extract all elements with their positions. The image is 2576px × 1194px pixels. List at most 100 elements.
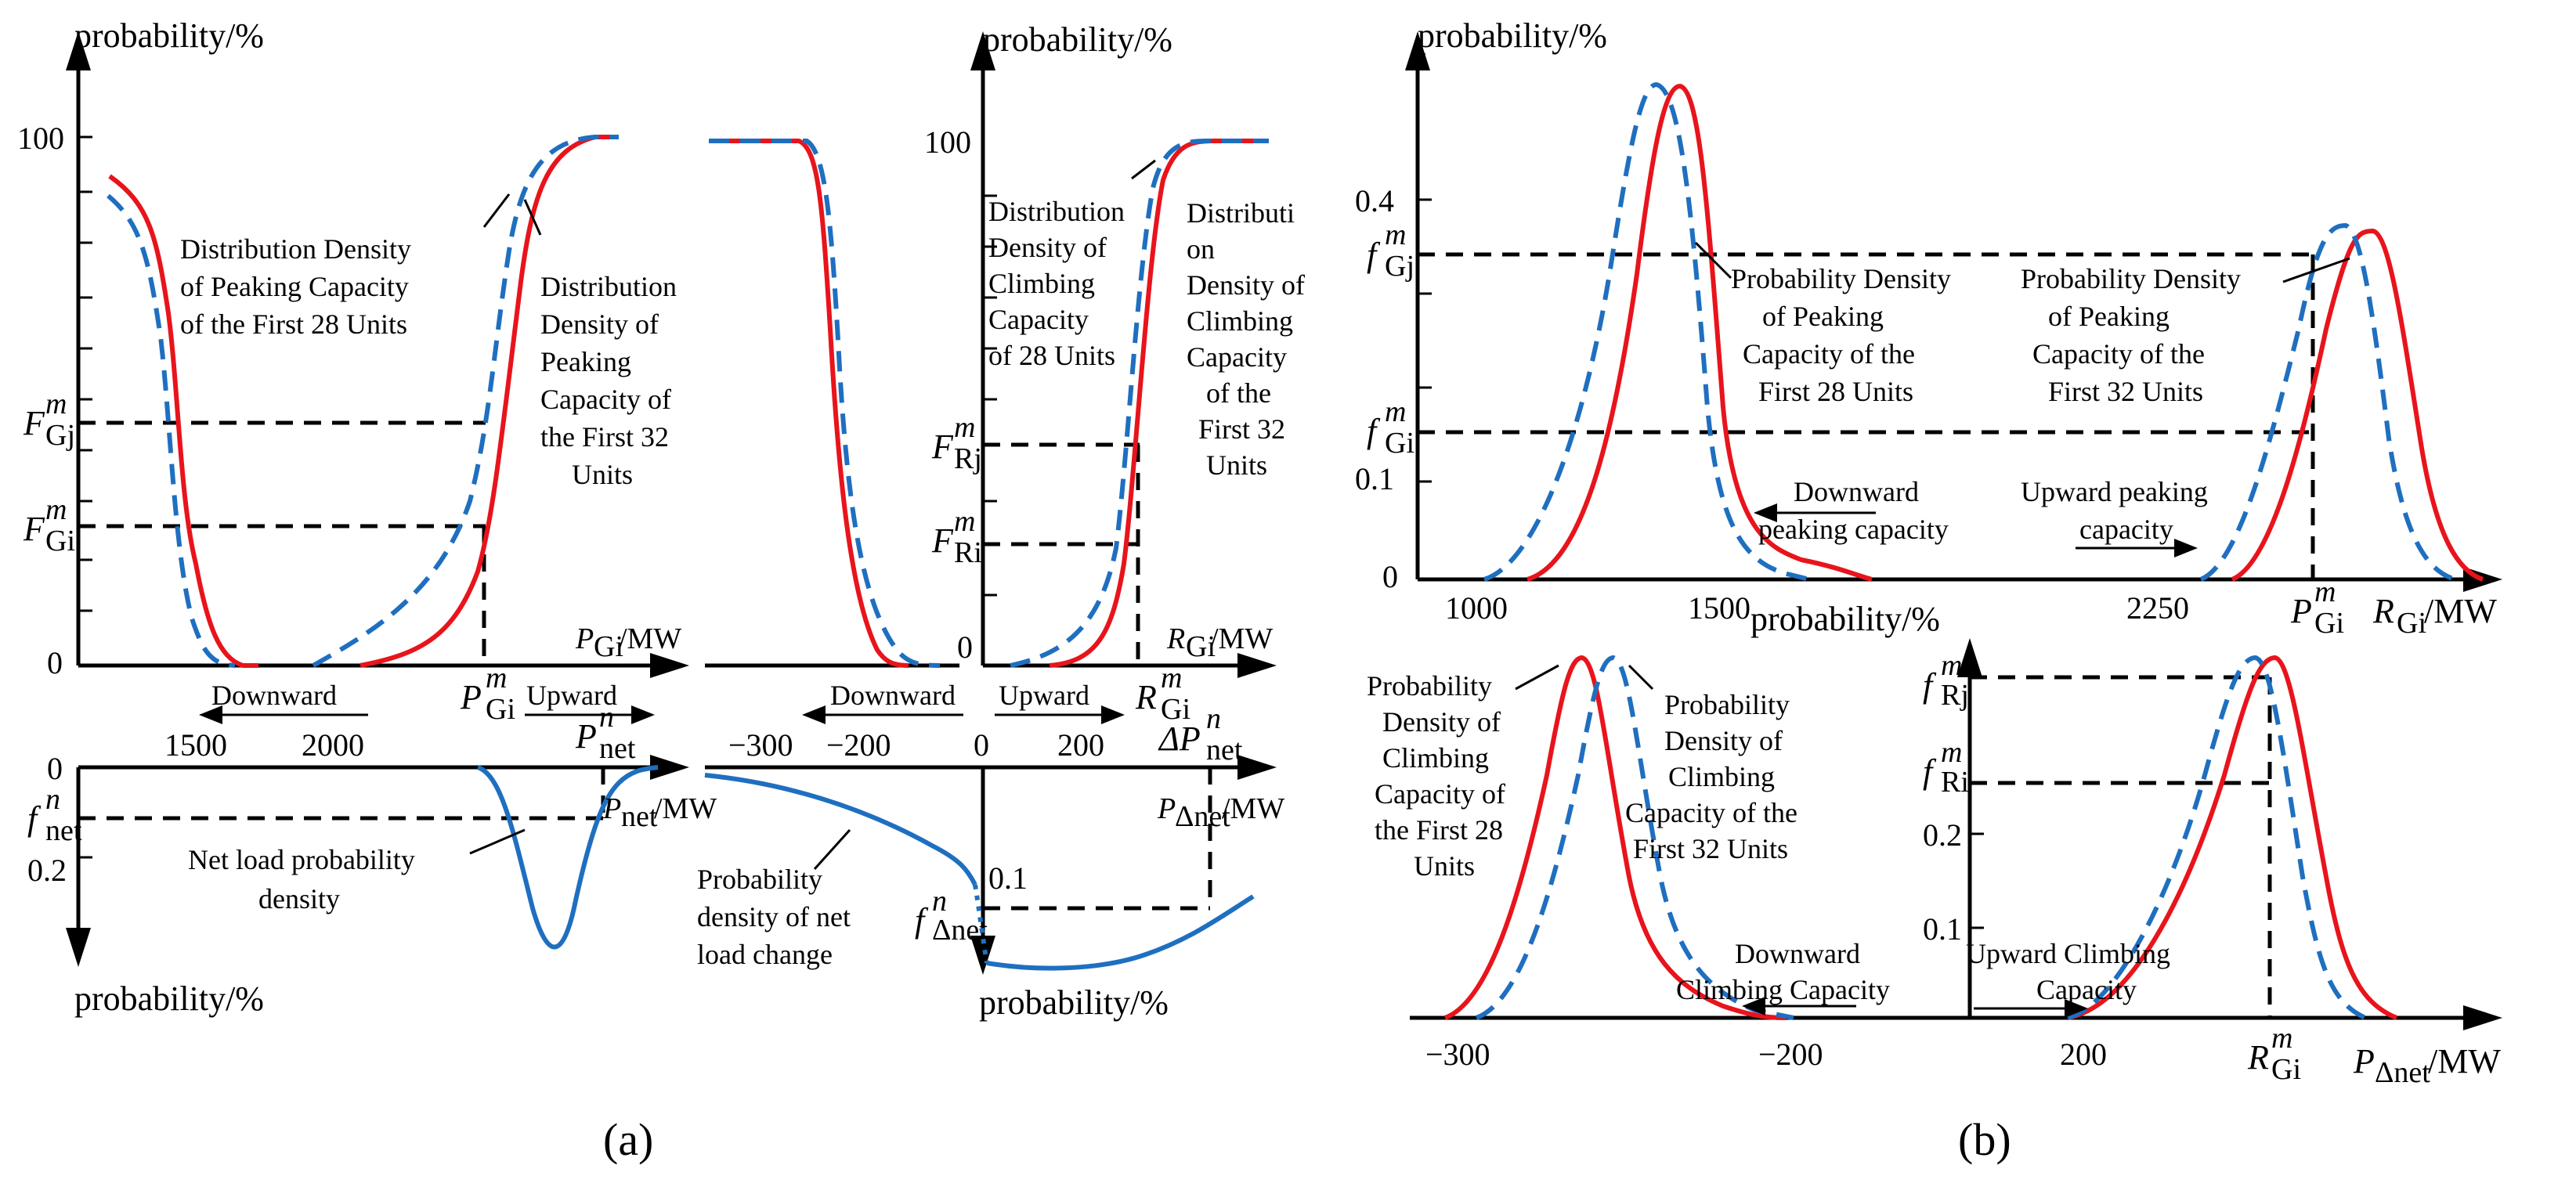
annotation-peak28: Probability Density of Peaking Capacity … <box>1731 263 1951 407</box>
svg-text:First 32 Units: First 32 Units <box>1633 833 1788 864</box>
curve-28-units-left-blue <box>107 193 236 668</box>
x-axis-arrow <box>1237 755 1277 780</box>
svg-text:P: P <box>575 717 597 756</box>
svg-text:Gj: Gj <box>1385 250 1414 283</box>
tick-0.2: 0.2 <box>1923 817 1962 853</box>
svg-text:m: m <box>486 662 507 694</box>
tick-0: 0 <box>1382 559 1398 594</box>
svg-text:Net load probability: Net load probability <box>188 844 415 875</box>
svg-text:f: f <box>1923 752 1937 791</box>
svg-text:First 28 Units: First 28 Units <box>1758 376 1913 407</box>
svg-text:of the: of the <box>1206 377 1271 409</box>
tick-0: 0 <box>47 645 63 680</box>
RGi-m-label: R m Gi <box>2247 1022 2301 1086</box>
svg-text:Ri: Ri <box>954 536 982 569</box>
annotation-curve28: Distribution Density of Peaking Capacity… <box>180 233 411 340</box>
svg-text:capacity: capacity <box>2079 514 2173 545</box>
curve-28-units-left <box>108 174 258 668</box>
x-unit-Pnet: P net /MW <box>602 792 717 833</box>
svg-text:n: n <box>1206 702 1221 735</box>
Pnet-n-label: P n net <box>575 701 636 765</box>
svg-text:ΔP: ΔP <box>1158 720 1201 758</box>
svg-text:/MW: /MW <box>1222 792 1284 825</box>
y-axis-label: probability/% <box>74 16 264 55</box>
y-axis-label: probability/% <box>74 979 264 1018</box>
RGi-m-label: R m Gi <box>1135 662 1190 726</box>
svg-text:Capacity of: Capacity of <box>540 384 671 415</box>
y-minor-ticks <box>1418 198 1432 483</box>
x-unit-RGi: R Gi /MW <box>1166 622 1273 663</box>
svg-text:the First 32: the First 32 <box>540 421 669 453</box>
svg-text:Capacity of the: Capacity of the <box>1743 338 1915 370</box>
annotation-climb28: Distribution Density of Climbing Capacit… <box>988 196 1125 371</box>
tick-0: 0 <box>957 629 973 665</box>
svg-text:F: F <box>23 404 45 442</box>
svg-text:Capacity: Capacity <box>2036 974 2137 1005</box>
svg-text:density of net: density of net <box>697 901 851 932</box>
peak-32-red <box>2231 228 2484 582</box>
tick-0.1: 0.1 <box>988 860 1028 896</box>
svg-text:Gi: Gi <box>2314 607 2344 640</box>
downward-label: Downward <box>830 680 956 711</box>
svg-text:f: f <box>1367 412 1381 450</box>
svg-text:m: m <box>2314 575 2336 608</box>
svg-text:R: R <box>2372 592 2394 630</box>
svg-text:m: m <box>1161 662 1182 694</box>
leader-climb-right <box>1628 664 1654 691</box>
f-Rj-label: f m Rj <box>1923 649 1969 712</box>
svg-text:Gi: Gi <box>2271 1053 2301 1086</box>
climb-right-blue <box>2067 655 2367 1020</box>
svg-text:P: P <box>1157 792 1176 825</box>
svg-text:f: f <box>1367 236 1381 274</box>
svg-text:First 32: First 32 <box>1198 413 1285 445</box>
svg-text:peaking capacity: peaking capacity <box>1758 514 1949 545</box>
x-unit-Pdnet: P Δnet /MW <box>2353 1042 2501 1089</box>
tick-minus300: −300 <box>1425 1037 1490 1072</box>
y-axis-label: probability/% <box>979 983 1169 1022</box>
svg-text:m: m <box>954 505 975 538</box>
svg-text:First 32 Units: First 32 Units <box>2048 376 2203 407</box>
leader-net-change <box>813 828 851 871</box>
F-Ri-label: F m Ri <box>931 505 982 569</box>
tick-minus200: −200 <box>826 727 891 763</box>
tick-100: 100 <box>924 124 971 160</box>
annotation-downward-peaking: Downward peaking capacity <box>1758 476 1949 545</box>
climb-right-red <box>2067 655 2398 1020</box>
svg-text:of Peaking Capacity: of Peaking Capacity <box>180 271 409 302</box>
y-minor-ticks <box>983 194 997 597</box>
peak-32-blue <box>2199 222 2456 582</box>
svg-text:f: f <box>27 799 42 838</box>
svg-text:Δnet: Δnet <box>2375 1056 2430 1089</box>
F-Gi-label: F m Gi <box>23 493 75 557</box>
svg-text:Upward peaking: Upward peaking <box>2021 476 2208 507</box>
tick-0-x: 0 <box>974 727 989 763</box>
x-axis-arrow <box>650 755 689 780</box>
svg-text:Downward: Downward <box>1794 476 1919 507</box>
svg-text:m: m <box>45 493 67 526</box>
svg-text:m: m <box>954 411 975 444</box>
svg-text:the First 28: the First 28 <box>1375 814 1503 846</box>
svg-text:f: f <box>1923 666 1937 705</box>
svg-text:Upward Climbing: Upward Climbing <box>1966 938 2170 969</box>
svg-text:P: P <box>2290 592 2312 630</box>
svg-text:Climbing Capacity: Climbing Capacity <box>1676 974 1890 1005</box>
peak-28-red <box>1526 83 1873 582</box>
svg-text:Gi: Gi <box>486 693 515 726</box>
tick-0: 0 <box>47 751 63 786</box>
svg-text:R: R <box>1166 622 1185 655</box>
dP-n-label: ΔP n net <box>1158 702 1243 767</box>
svg-text:P: P <box>2353 1042 2375 1080</box>
y-axis-arrow <box>970 31 995 70</box>
tick-0.2: 0.2 <box>27 853 67 888</box>
svg-text:Peaking: Peaking <box>540 346 631 377</box>
y-axis-arrow <box>1405 31 1430 70</box>
f-Ri-label: f m Ri <box>1923 736 1969 799</box>
svg-text:Capacity of the: Capacity of the <box>2032 338 2205 370</box>
y-axis-label: probability/% <box>1418 16 1607 55</box>
tick-0.1: 0.1 <box>1355 461 1394 496</box>
svg-text:Distribution: Distribution <box>540 271 677 302</box>
panel-b-label: (b) <box>1958 1114 2011 1165</box>
svg-text:of Peaking: of Peaking <box>2048 301 2170 332</box>
svg-text:F: F <box>931 427 954 466</box>
tick-0.1: 0.1 <box>1923 911 1962 947</box>
